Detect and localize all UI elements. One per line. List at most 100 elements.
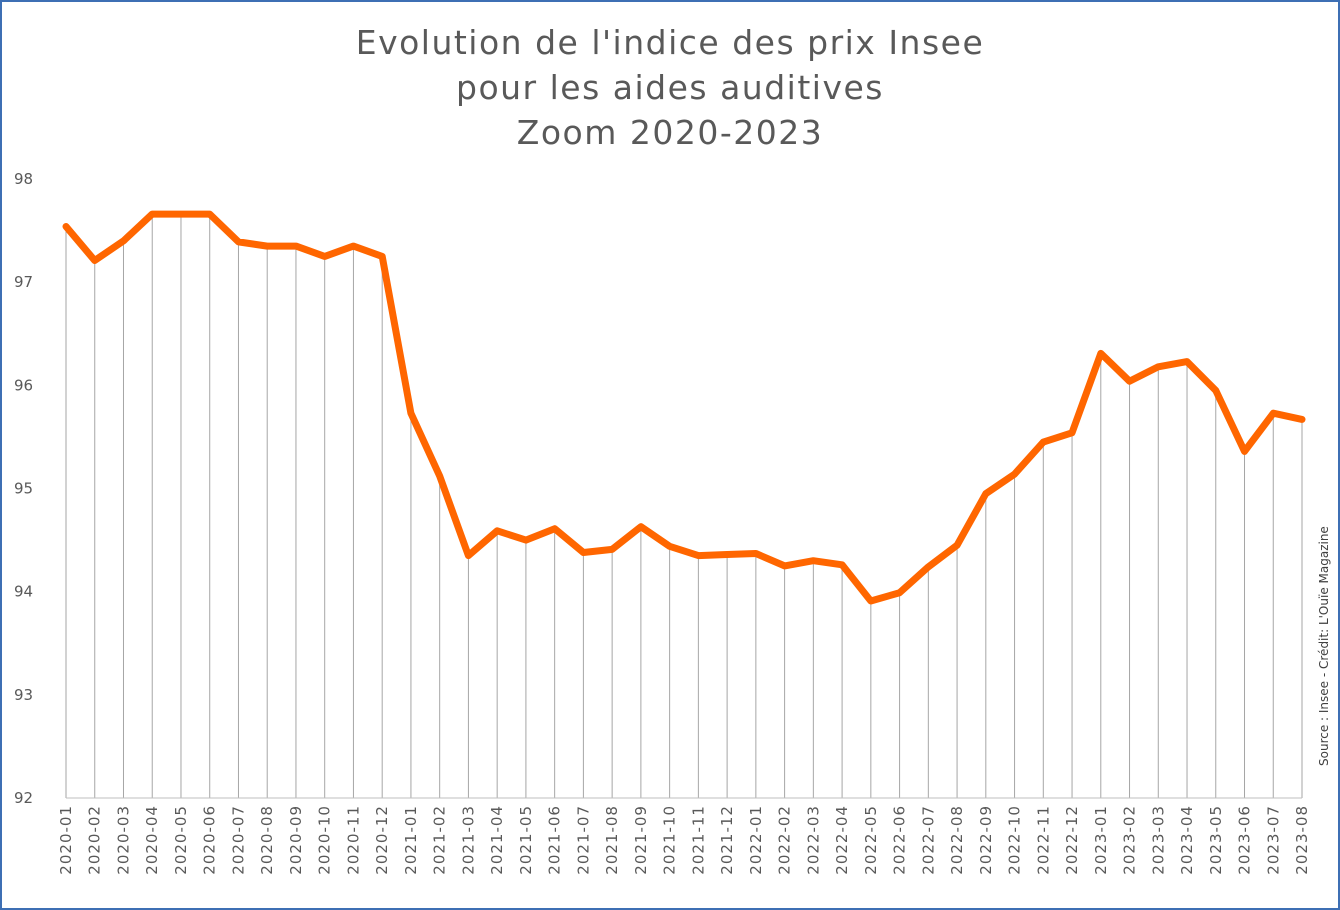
y-tick-label: 97 [14,273,33,291]
x-tick-label: 2023-02 [1121,805,1139,875]
x-tick-label: 2021-10 [661,805,679,875]
data-point [839,561,846,568]
x-tick-label: 2020-06 [201,805,219,875]
x-tick-label: 2023-01 [1092,805,1110,875]
data-point [1069,429,1076,436]
data-point [609,546,616,553]
chart-title-line-1: Evolution de l'indice des prix Insee [355,23,985,62]
data-point [724,551,731,558]
data-point [1126,378,1133,385]
x-tick-label: 2021-04 [488,805,506,875]
x-tick-label: 2020-09 [287,805,305,875]
data-point [1184,358,1191,365]
x-tick-label: 2021-07 [574,805,592,875]
data-point [436,473,443,480]
y-tick-label: 96 [14,376,33,394]
data-point [1241,448,1248,455]
x-tick-label: 2023-07 [1264,805,1282,875]
data-point [580,549,587,556]
x-tick-label: 2022-05 [862,805,880,875]
x-tick-label: 2021-02 [431,805,449,875]
data-point [810,557,817,564]
data-point [1040,439,1047,446]
x-tick-label: 2023-05 [1207,805,1225,875]
x-tick-label: 2021-09 [632,805,650,875]
x-tick-label: 2021-05 [517,805,535,875]
data-point [321,253,328,260]
x-tick-label: 2022-11 [1034,805,1052,875]
data-point [1212,387,1219,394]
x-tick-label: 2020-11 [344,805,362,875]
data-point [1270,410,1277,417]
x-tick-label: 2020-05 [172,805,190,875]
x-tick-label: 2020-08 [258,805,276,875]
x-tick-label: 2020-03 [114,805,132,875]
x-tick-label: 2021-12 [718,805,736,875]
y-tick-label: 92 [14,789,33,807]
x-tick-label: 2022-12 [1063,805,1081,875]
x-tick-label: 2023-04 [1178,805,1196,875]
data-point [896,589,903,596]
x-tick-label: 2022-10 [1006,805,1024,875]
data-point [91,257,98,264]
x-tick-label: 2022-07 [919,805,937,875]
x-tick-label: 2022-03 [804,805,822,875]
data-point [235,238,242,245]
data-point [752,550,759,557]
data-point [350,243,357,250]
data-point [1299,416,1305,423]
y-tick-label: 95 [14,480,33,498]
x-tick-label: 2020-12 [373,805,391,875]
data-point [1155,363,1162,370]
data-point [781,562,788,569]
data-point [149,211,156,218]
x-tick-label: 2022-02 [776,805,794,875]
x-tick-label: 2020-02 [86,805,104,875]
chart-title-line-2: pour les aides auditives [456,68,884,107]
data-point [206,211,213,218]
x-tick-label: 2021-11 [689,805,707,875]
data-point [954,542,961,549]
chart-title: Evolution de l'indice des prix Insee pou… [0,20,1340,155]
data-point [522,537,529,544]
x-tick-label: 2021-06 [546,805,564,875]
x-tick-label: 2021-08 [603,805,621,875]
data-point [177,211,184,218]
source-credit: Source : Insee - Crédit: L'Ouïe Magazine [1317,526,1331,766]
x-tick-label: 2020-10 [316,805,334,875]
x-tick-label: 2020-01 [57,805,75,875]
x-tick-label: 2021-03 [459,805,477,875]
data-point [925,563,932,570]
y-tick-label: 93 [14,686,33,704]
data-point [120,237,127,244]
x-tick-label: 2022-08 [948,805,966,875]
data-point [695,552,702,559]
data-point [666,543,673,550]
data-point [637,523,644,530]
x-tick-label: 2022-01 [747,805,765,875]
data-point [264,243,271,250]
x-tick-label: 2020-07 [229,805,247,875]
data-point [494,527,501,534]
data-point [1097,350,1104,357]
data-point [982,490,989,497]
series-line [62,210,1306,605]
data-point [1011,471,1018,478]
data-point [551,525,558,532]
x-tick-label: 2020-04 [143,805,161,875]
x-tick-label: 2023-08 [1293,805,1311,875]
x-tick-label: 2022-04 [833,805,851,875]
y-tick-label: 94 [14,583,33,601]
x-tick-label: 2023-06 [1236,805,1254,875]
data-point [63,223,69,230]
data-point [379,253,386,260]
data-point [465,552,472,559]
data-point [867,597,874,604]
x-tick-label: 2021-01 [402,805,420,875]
x-tick-label: 2022-06 [891,805,909,875]
data-point [292,243,299,250]
chart-title-line-3: Zoom 2020-2023 [516,113,824,152]
x-tick-label: 2023-03 [1149,805,1167,875]
x-tick-label: 2022-09 [977,805,995,875]
